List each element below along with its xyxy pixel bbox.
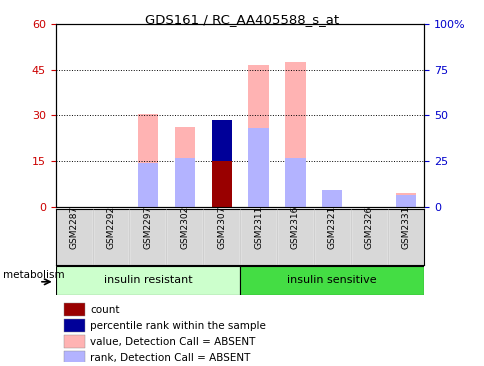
Text: GDS161 / RC_AA405588_s_at: GDS161 / RC_AA405588_s_at: [145, 13, 339, 26]
Bar: [248, 65, 268, 207]
Bar: [211, 160, 231, 207]
Bar: [321, 191, 342, 207]
Bar: [248, 127, 268, 207]
Bar: [321, 190, 342, 207]
Bar: [137, 114, 158, 207]
Bar: [64, 303, 84, 316]
Bar: [285, 62, 305, 207]
Text: count: count: [90, 305, 120, 315]
Bar: [56, 266, 240, 295]
Bar: [174, 158, 195, 207]
Bar: [285, 158, 305, 207]
Bar: [64, 335, 84, 348]
Text: metabolism: metabolism: [3, 270, 64, 280]
Bar: [64, 351, 84, 364]
Bar: [395, 193, 415, 207]
Bar: [174, 127, 195, 207]
Bar: [64, 320, 84, 332]
Bar: [240, 266, 424, 295]
Text: insulin resistant: insulin resistant: [104, 275, 192, 285]
Bar: [137, 163, 158, 207]
Text: percentile rank within the sample: percentile rank within the sample: [90, 321, 265, 331]
Text: rank, Detection Call = ABSENT: rank, Detection Call = ABSENT: [90, 353, 250, 363]
Bar: [211, 161, 231, 207]
Bar: [211, 120, 231, 161]
Text: value, Detection Call = ABSENT: value, Detection Call = ABSENT: [90, 337, 255, 347]
Bar: [395, 195, 415, 207]
Text: insulin sensitive: insulin sensitive: [287, 275, 376, 285]
